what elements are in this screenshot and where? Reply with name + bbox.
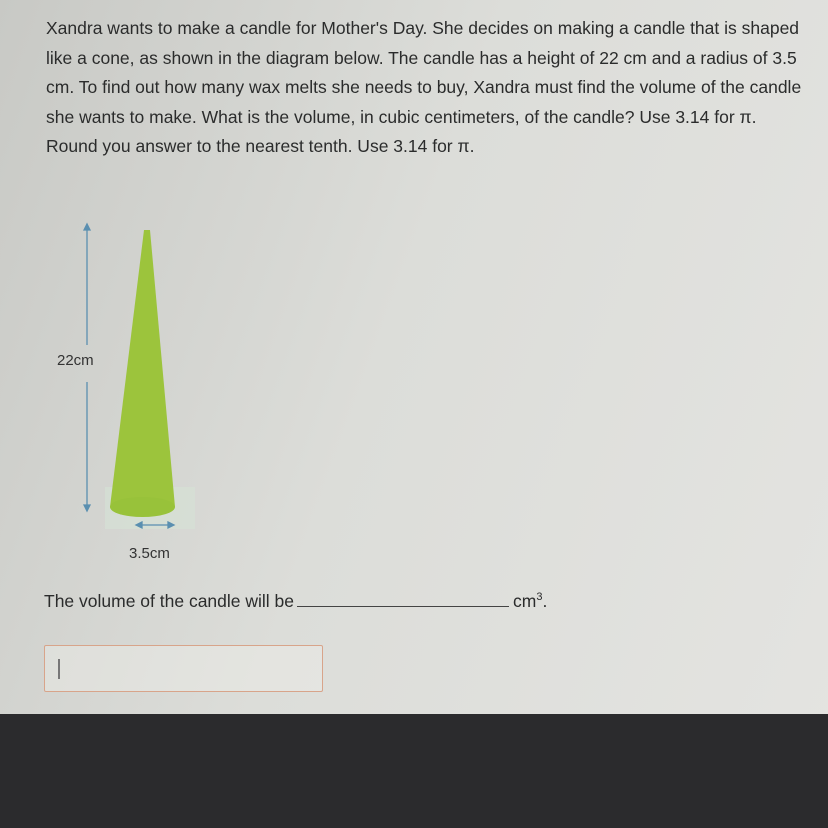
question-text: Xandra wants to make a candle for Mother… bbox=[46, 18, 802, 156]
radius-label: 3.5cm bbox=[129, 545, 170, 562]
cone-candle-diagram: 22cm 3.5cm bbox=[57, 222, 220, 567]
text-caret bbox=[58, 659, 60, 679]
answer-sentence: The volume of the candle will be cm3. bbox=[44, 588, 547, 612]
radius-arrow bbox=[134, 520, 176, 530]
unit-suffix: . bbox=[542, 591, 548, 611]
answer-blank bbox=[297, 588, 509, 607]
screen-bezel bbox=[0, 714, 828, 828]
cone-candle-image bbox=[82, 222, 195, 530]
height-arrow bbox=[82, 222, 92, 513]
candle-cone bbox=[110, 230, 175, 515]
answer-prompt: The volume of the candle will be bbox=[44, 591, 294, 611]
answer-input[interactable] bbox=[44, 645, 323, 692]
unit: cm bbox=[513, 591, 537, 611]
unit-exponent: 3 bbox=[536, 591, 543, 604]
height-label: 22cm bbox=[57, 352, 94, 369]
